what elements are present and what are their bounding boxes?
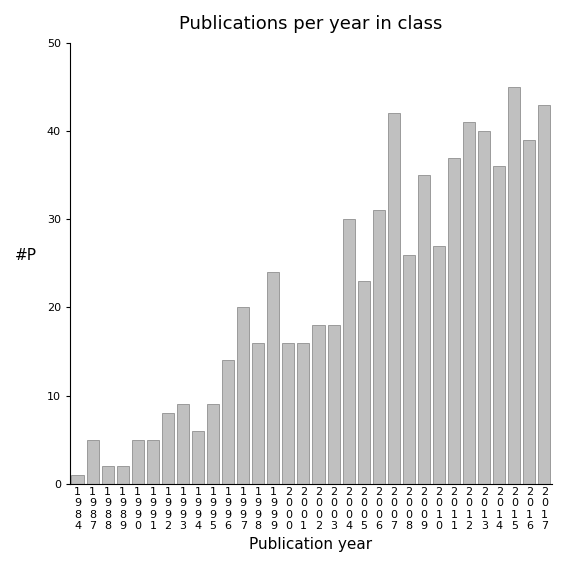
Bar (463, 122, 475, 484)
Bar (328, 325, 340, 484)
Bar (207, 404, 219, 484)
Bar (222, 361, 234, 484)
Bar (539, 105, 551, 484)
Bar (117, 466, 129, 484)
Bar (509, 87, 521, 484)
Bar (418, 175, 430, 484)
Bar (71, 475, 83, 484)
Bar (101, 466, 113, 484)
Bar (403, 255, 415, 484)
X-axis label: Publication year: Publication year (249, 537, 373, 552)
Bar (132, 440, 144, 484)
Bar (282, 343, 294, 484)
Bar (312, 325, 324, 484)
Bar (523, 140, 535, 484)
Title: Publications per year in class: Publications per year in class (179, 15, 443, 33)
Bar (252, 343, 264, 484)
Bar (87, 440, 99, 484)
Bar (358, 281, 370, 484)
Bar (162, 413, 174, 484)
Bar (373, 210, 385, 484)
Bar (298, 343, 310, 484)
Bar (493, 166, 505, 484)
Bar (448, 158, 460, 484)
Bar (342, 219, 355, 484)
Bar (192, 431, 204, 484)
Bar (433, 246, 445, 484)
Bar (177, 404, 189, 484)
Bar (237, 307, 249, 484)
Y-axis label: #P: #P (15, 248, 37, 264)
Bar (478, 131, 490, 484)
Bar (147, 440, 159, 484)
Bar (388, 113, 400, 484)
Bar (267, 272, 280, 484)
